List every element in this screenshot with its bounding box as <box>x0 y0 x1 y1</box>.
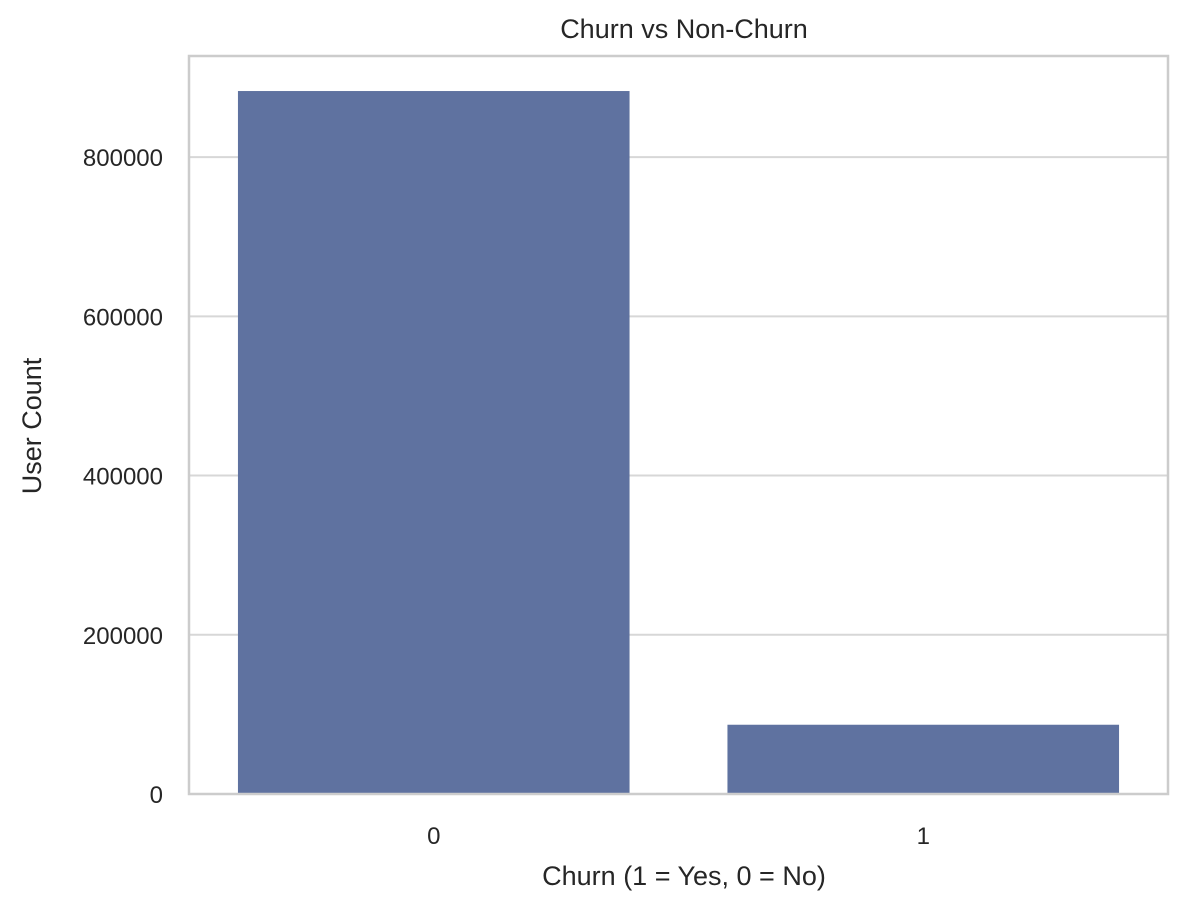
y-tick-label: 200000 <box>83 623 163 650</box>
x-tick-label: 1 <box>917 823 930 850</box>
x-tick-label: 0 <box>427 823 440 850</box>
y-axis-label: User Count <box>17 357 47 494</box>
bar-category-0 <box>237 91 630 795</box>
y-tick-label: 600000 <box>83 304 163 331</box>
bar-category-1 <box>727 724 1120 794</box>
plot-area-frame <box>187 54 1170 796</box>
y-axis-ticks: 0 200000 400000 600000 800000 <box>83 145 163 809</box>
chart-title: Churn vs Non-Churn <box>560 14 808 44</box>
y-tick-label: 400000 <box>83 464 163 491</box>
y-tick-label: 800000 <box>83 145 163 172</box>
bars <box>237 91 1120 795</box>
x-axis-label: Churn (1 = Yes, 0 = No) <box>542 861 826 891</box>
y-tick-label: 0 <box>150 782 163 809</box>
